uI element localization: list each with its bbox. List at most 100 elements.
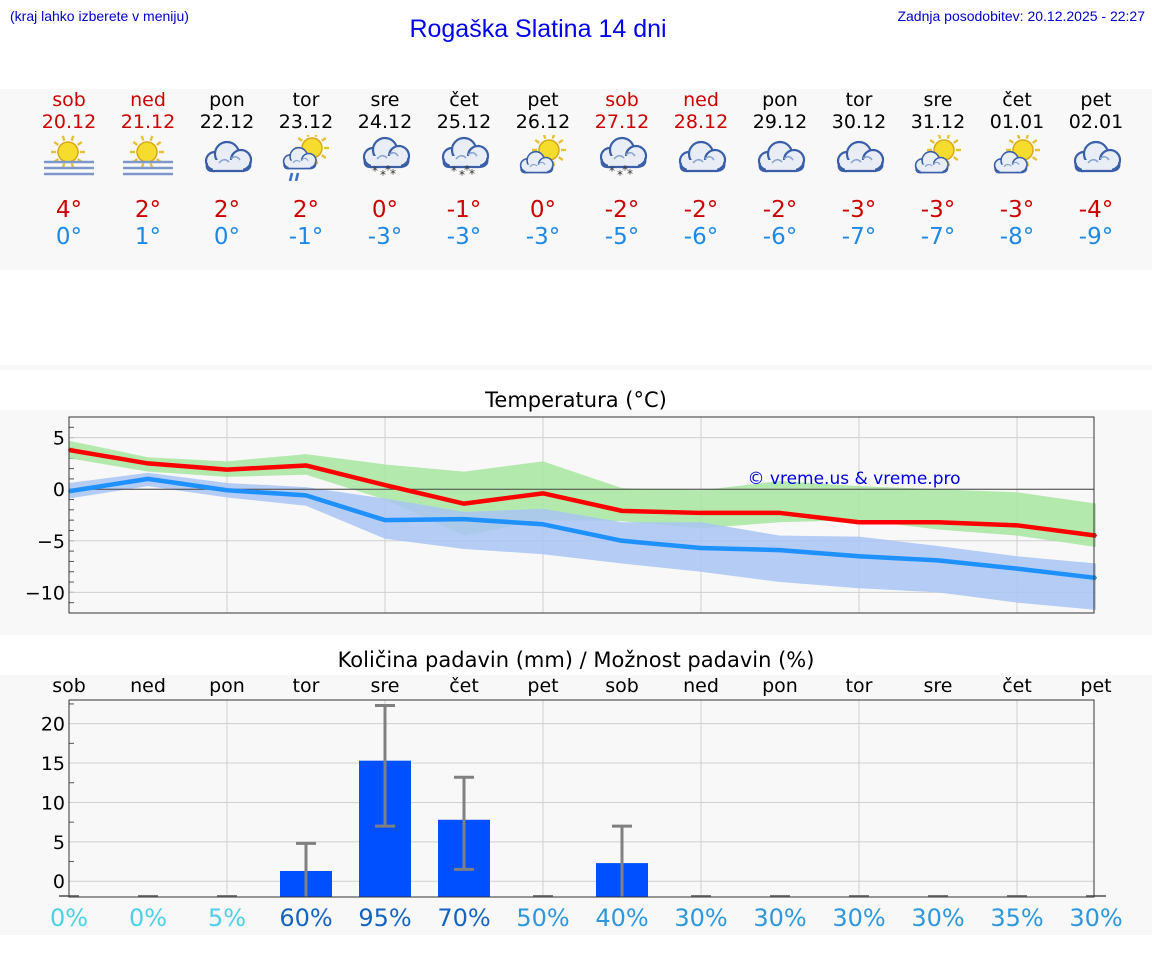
- day-date: 21.12: [120, 111, 176, 133]
- day-date: 22.12: [199, 111, 255, 133]
- max-temperature: -4°: [1078, 197, 1114, 223]
- max-temperature: -2°: [683, 197, 719, 223]
- precipitation-probability: 30%: [911, 904, 965, 932]
- cloud-outline: [205, 161, 252, 173]
- cloud-shape: [836, 140, 885, 173]
- cloud-outline: [758, 161, 805, 173]
- cloud-base: [687, 160, 717, 170]
- day-name: tor: [292, 89, 320, 111]
- max-temperature: 0°: [371, 197, 399, 223]
- snowflake: *: [464, 163, 470, 177]
- sun-ray: [53, 141, 59, 146]
- cloud-base: [288, 160, 311, 168]
- max-temperature: -3°: [999, 197, 1035, 223]
- watermark: © vreme.us & vreme.pro: [747, 469, 960, 489]
- y-tick-label: −5: [37, 531, 65, 553]
- max-temperature: -3°: [841, 197, 877, 223]
- cloud-snow-icon: * * * *: [441, 136, 490, 181]
- precipitation-probability: 0%: [128, 904, 168, 932]
- sun-ray: [1008, 139, 1014, 144]
- sun-shape: [51, 135, 85, 169]
- day-column: čet 25.12 * * * * -1° -3°: [424, 89, 504, 259]
- cloud-base: [920, 164, 943, 172]
- precipitation-probability: 30%: [1069, 904, 1123, 932]
- sun-disc: [136, 141, 158, 163]
- max-temperature-line-point: [621, 509, 623, 512]
- sun-ray: [140, 135, 145, 141]
- sun-shape: [927, 135, 961, 167]
- cloud-snow-icon: * * * *: [599, 136, 648, 181]
- precipitation-probability: 50%: [516, 904, 570, 932]
- cloud-outline: [1074, 161, 1121, 173]
- day-column: tor 23.12 2° -1°: [266, 89, 346, 259]
- day-name: ned: [130, 89, 166, 111]
- day-name: pon: [209, 89, 245, 111]
- min-temperature-line-point: [700, 547, 702, 550]
- cloudy-icon: [678, 140, 727, 173]
- min-temperature: -3°: [525, 224, 561, 250]
- sun-ray: [314, 135, 318, 137]
- cloud-shape: [993, 150, 1028, 174]
- y-tick-label: 15: [41, 753, 65, 775]
- sun-ray: [1025, 135, 1030, 139]
- day-name: pet: [1080, 89, 1112, 111]
- daily-forecast-panel: [0, 89, 1152, 270]
- cloud-outline: [363, 157, 410, 169]
- day-column: pet 02.01 -4° -9°: [1056, 89, 1136, 259]
- cloud-base: [845, 160, 875, 170]
- min-temperature: -6°: [683, 224, 719, 250]
- max-temperature: -1°: [446, 197, 482, 223]
- min-temperature-line-point: [305, 494, 307, 497]
- snowflake: *: [609, 164, 615, 178]
- min-temperature: -9°: [1078, 224, 1114, 250]
- cloud-detail: [455, 151, 478, 160]
- precipitation-day-label: sre: [923, 675, 953, 697]
- plot-frame: [68, 416, 1095, 614]
- min-temperature: -7°: [841, 224, 877, 250]
- sun-ray: [542, 135, 547, 139]
- day-column: ned 21.12 2° 1°: [108, 89, 188, 259]
- day-date: 23.12: [278, 111, 334, 133]
- min-temperature-line-point: [226, 489, 228, 492]
- cloud-snow-icon: * * * *: [362, 136, 411, 181]
- sun-ray: [534, 139, 540, 144]
- cloud-outline: [600, 157, 647, 169]
- cloud-detail: [1003, 161, 1020, 168]
- cloud-detail: [924, 161, 941, 168]
- day-name: sre: [923, 89, 953, 111]
- day-date: 30.12: [831, 111, 887, 133]
- precipitation-day-label: čet: [449, 675, 479, 697]
- max-temperature-line-point: [1095, 534, 1097, 537]
- temperature-chart: 5 0 −5 −10 © vreme.us & vreme.pro: [25, 416, 1097, 614]
- day-column: čet 01.01 -3° -8°: [977, 89, 1057, 259]
- precipitation-day-label: ned: [683, 675, 719, 697]
- day-date: 25.12: [436, 111, 492, 133]
- precipitation-probability: 5%: [207, 904, 247, 932]
- min-temperature-line-point: [858, 555, 860, 558]
- sun-ray: [1016, 135, 1021, 139]
- cloud-shape: [678, 140, 727, 173]
- day-name: sre: [370, 89, 400, 111]
- max-temperature: -3°: [920, 197, 956, 223]
- max-temperature-line-point: [700, 511, 702, 514]
- cloud-outline: [915, 165, 949, 174]
- day-date: 01.01: [989, 111, 1045, 133]
- max-temperature-line-point: [226, 468, 228, 471]
- y-tick-label: 20: [41, 714, 65, 736]
- snowflake: *: [385, 163, 391, 177]
- precipitation-probability: 60%: [279, 904, 333, 932]
- precipitation-day-label: pet: [527, 675, 559, 697]
- plot-area: [69, 700, 1094, 897]
- min-temperature: 0°: [55, 224, 83, 250]
- max-temperature-line-point: [858, 521, 860, 524]
- snowflake: *: [372, 164, 378, 178]
- cloud-detail: [1087, 155, 1110, 164]
- sun-ray: [61, 135, 66, 141]
- day-column: pon 29.12 -2° -6°: [740, 89, 820, 259]
- day-date: 20.12: [41, 111, 97, 133]
- min-temperature-range: [69, 472, 1096, 610]
- cloud-base: [371, 156, 401, 166]
- cloud-shape: [204, 140, 253, 173]
- max-temperature-line-point: [779, 511, 781, 514]
- day-name: sob: [605, 89, 639, 111]
